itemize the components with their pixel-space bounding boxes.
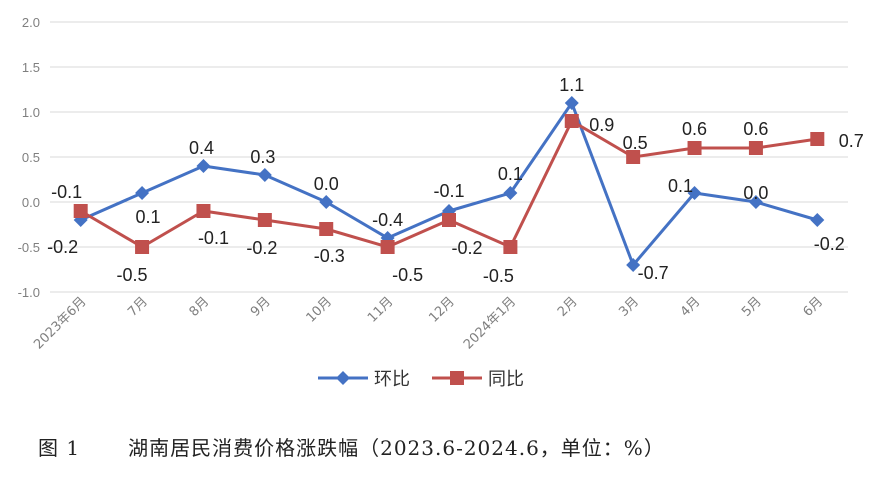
y-tick-label: -1.0 xyxy=(18,285,40,300)
y-tick-label: 1.0 xyxy=(22,105,40,120)
data-point-tongbi xyxy=(687,141,702,155)
x-tick-label: 2月 xyxy=(555,294,581,320)
data-label-huanbi: -0.4 xyxy=(372,210,403,230)
x-tick-label: 8月 xyxy=(187,294,213,320)
line-chart: 2.0 1.5 1.0 0.5 0.0 -0.5 -1.0 2023年6月 7月 8月 9月 10月… xyxy=(18,15,864,390)
data-label-huanbi: 0.4 xyxy=(189,138,214,158)
data-point-tongbi xyxy=(380,240,395,254)
data-label-tongbi: -0.1 xyxy=(198,228,229,248)
data-point-huanbi xyxy=(319,195,334,209)
data-point-tongbi xyxy=(257,213,272,227)
x-tick-label: 10月 xyxy=(304,294,335,325)
data-label-huanbi: 1.1 xyxy=(559,75,584,95)
data-point-huanbi xyxy=(564,96,579,110)
data-point-tongbi xyxy=(319,222,334,236)
data-label-tongbi: 0.5 xyxy=(623,133,648,153)
data-point-tongbi xyxy=(442,213,456,227)
y-tick-label: 1.5 xyxy=(22,60,40,75)
y-tick-label: 0.5 xyxy=(22,150,40,165)
data-label-huanbi: -0.7 xyxy=(638,263,669,283)
y-tick-label: 0.0 xyxy=(22,195,40,210)
data-label-tongbi: -0.5 xyxy=(392,265,423,285)
data-label-tongbi: -0.5 xyxy=(483,266,514,286)
legend-item-huanbi: 环比 xyxy=(318,369,410,390)
data-point-tongbi xyxy=(135,240,150,254)
data-point-huanbi xyxy=(810,213,825,227)
gridlines xyxy=(50,21,848,293)
data-label-tongbi: 0.6 xyxy=(743,119,768,139)
data-point-tongbi xyxy=(503,240,518,254)
data-point-tongbi xyxy=(196,204,211,218)
data-point-huanbi xyxy=(748,195,763,209)
x-axis-ticks: 2023年6月 7月 8月 9月 10月 11月 12月 2024年1月 2月 3月 4月 5月 6月 xyxy=(31,294,826,352)
legend-marker-square xyxy=(450,371,464,385)
x-tick-label: 2023年6月 xyxy=(31,294,89,352)
figure-title: 湖南居民消费价格涨跌幅（2023.6-2024.6，单位：%） xyxy=(128,436,665,460)
x-tick-label: 3月 xyxy=(616,294,642,320)
x-tick-label: 4月 xyxy=(678,294,704,320)
x-tick-label: 11月 xyxy=(365,294,396,325)
data-point-tongbi xyxy=(748,141,763,155)
x-tick-label: 5月 xyxy=(739,294,765,320)
data-label-huanbi: -0.2 xyxy=(47,237,78,257)
legend-marker-diamond xyxy=(336,371,350,385)
legend-item-tongbi: 同比 xyxy=(432,369,524,390)
data-point-huanbi xyxy=(503,186,518,200)
y-tick-label: 2.0 xyxy=(22,15,40,30)
data-label-tongbi: -0.2 xyxy=(246,238,277,258)
data-point-huanbi xyxy=(626,258,641,272)
data-label-huanbi: -0.2 xyxy=(814,234,845,254)
data-label-huanbi: 0.0 xyxy=(314,174,339,194)
data-point-huanbi xyxy=(135,186,150,200)
y-axis-ticks: 2.0 1.5 1.0 0.5 0.0 -0.5 -1.0 xyxy=(18,15,40,300)
legend-label-huanbi: 环比 xyxy=(374,369,410,390)
x-tick-label: 9月 xyxy=(248,294,274,320)
data-label-tongbi: -0.3 xyxy=(314,246,345,266)
data-label-huanbi: 0.3 xyxy=(250,147,275,167)
data-label-huanbi: 0.1 xyxy=(668,176,693,196)
x-tick-label: 2024年1月 xyxy=(461,294,519,352)
data-point-huanbi xyxy=(257,168,272,182)
legend: 环比 同比 xyxy=(318,369,524,390)
legend-label-tongbi: 同比 xyxy=(488,369,524,390)
data-label-tongbi: -0.5 xyxy=(117,265,148,285)
data-label-tongbi: 0.7 xyxy=(839,131,864,151)
data-label-tongbi: -0.1 xyxy=(51,182,82,202)
figure-caption: 图 1 湖南居民消费价格涨跌幅（2023.6-2024.6，单位：%） xyxy=(38,432,868,461)
data-point-huanbi xyxy=(196,159,211,173)
y-tick-label: -0.5 xyxy=(18,240,40,255)
data-point-huanbi xyxy=(687,186,702,200)
data-label-tongbi: 0.9 xyxy=(589,115,614,135)
data-label-huanbi: -0.1 xyxy=(433,181,464,201)
data-point-tongbi xyxy=(564,114,579,128)
x-tick-label: 6月 xyxy=(800,294,826,320)
series-group: -0.2 0.1 0.4 0.3 0.0 -0.4 -0.1 0.1 1.1 -0.7 0.1 0.0… xyxy=(47,75,864,286)
data-point-tongbi xyxy=(810,132,825,146)
data-label-huanbi: 0.1 xyxy=(498,164,523,184)
data-label-huanbi: 0.1 xyxy=(136,207,161,227)
data-point-tongbi xyxy=(73,204,88,218)
x-tick-label: 7月 xyxy=(125,294,151,320)
figure-number: 图 1 xyxy=(38,436,81,460)
data-label-tongbi: -0.2 xyxy=(451,238,482,258)
data-point-tongbi xyxy=(626,150,641,164)
data-label-huanbi: 0.0 xyxy=(743,183,768,203)
data-label-tongbi: 0.6 xyxy=(682,119,707,139)
x-tick-label: 12月 xyxy=(426,294,457,325)
